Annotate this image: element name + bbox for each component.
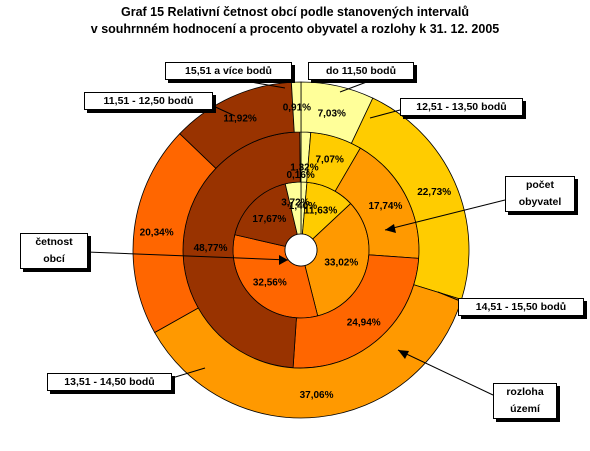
label-cetnost-2: 11,63% [304, 205, 337, 216]
chart-title-line-2: v souhrnném hodnocení a procento obyvate… [90, 22, 500, 36]
callout-1251-1350: 12,51 - 13,50 bodů [400, 98, 523, 116]
label-pocet-3: 17,74% [368, 201, 402, 212]
callout-pocet-line1: počet [525, 179, 554, 191]
label-cetnost-1: 1,40% [289, 201, 317, 212]
slice-rozloha-6 [290, 81, 302, 133]
leader-1351-1450 [171, 367, 206, 379]
arrow-head-cetnost [279, 255, 288, 265]
label-rozloha-6: 0,91% [283, 103, 311, 114]
label-cetnost-3: 33,02% [324, 257, 358, 268]
slice-rozloha-3 [154, 284, 463, 419]
callout-cetnost-line1: četnost [35, 236, 73, 248]
label-rozloha-1: 7,03% [318, 108, 346, 119]
arrow-head-pocet [385, 224, 396, 233]
callout-1351-1450: 13,51 - 14,50 bodů [47, 373, 172, 391]
arrow-head-rozloha [398, 350, 409, 359]
callout-rozloha-line1: rozloha [506, 386, 544, 398]
callout-rozloha-uzemi: rozloha území [493, 383, 557, 419]
doughnut-hole [284, 233, 318, 267]
callout-1150-minus: do 11,50 bodů [308, 62, 414, 80]
ring-rozloha-uzemi [132, 81, 470, 419]
label-pocet-4: 24,94% [347, 318, 381, 329]
callout-rozloha-line2: území [510, 403, 540, 415]
label-cetnost-6: 3,72% [281, 198, 309, 209]
label-rozloha-3: 37,06% [300, 390, 334, 401]
label-cetnost-5: 17,67% [252, 214, 286, 225]
callout-pocet-line2: obyvatel [518, 196, 562, 208]
leader-1151-1250 [210, 104, 236, 117]
callout-cetnost-obci: četnost obcí [20, 233, 88, 269]
label-pocet-1: 1,32% [290, 163, 318, 174]
label-rozloha-5: 11,92% [223, 113, 256, 124]
label-cetnost-4: 32,56% [253, 277, 287, 288]
arrow-rozloha-uzemi [397, 349, 494, 396]
callout-cetnost-line2: obcí [43, 253, 65, 265]
label-pocet-5: 48,77% [194, 243, 228, 254]
label-rozloha-2: 22,73% [417, 187, 451, 198]
data-labels: 1,40%11,63%33,02%32,56%17,67%3,72%1,32%7… [140, 103, 452, 402]
arrow-pocet-obyvatel [384, 199, 506, 231]
label-rozloha-4: 20,34% [140, 227, 174, 238]
chart-title-line-1: Graf 15 Relativní četnost obcí podle sta… [120, 5, 469, 19]
callout-pocet-obyvatel: počet obyvatel [505, 176, 575, 212]
callout-1550-plus: 15,51 a více bodů [165, 62, 292, 80]
callout-1451-1550: 14,51 - 15,50 bodů [458, 298, 584, 316]
arrow-cetnost-obci [86, 251, 289, 261]
callout-1151-1250: 11,51 - 12,50 bodů [84, 92, 213, 110]
callout-leaders [86, 77, 506, 396]
label-pocet-2: 7,07% [316, 154, 344, 165]
leader-1150-minus [339, 79, 373, 93]
label-pocet-6: 0,16% [286, 170, 314, 181]
leader-1251-1350 [369, 109, 401, 119]
ring-pocet-obyvatel [182, 131, 420, 369]
